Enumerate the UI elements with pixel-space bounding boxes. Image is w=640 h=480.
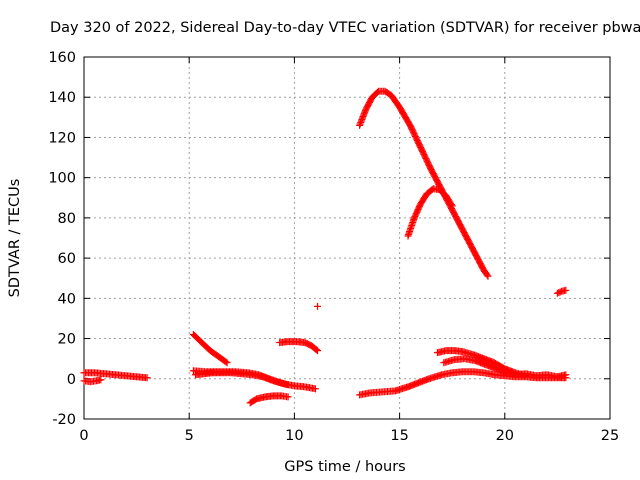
y-tick-label: 0 <box>67 372 76 388</box>
data-point <box>143 374 151 382</box>
data-point <box>447 201 455 209</box>
gridlines <box>84 57 610 419</box>
series-arc-b <box>80 376 105 386</box>
plot-frame <box>83 56 611 420</box>
series-arc-l <box>433 347 530 380</box>
data-point <box>314 302 322 310</box>
data-point <box>311 385 319 393</box>
series-arc-e <box>192 369 319 393</box>
data-point <box>562 286 570 294</box>
data-point <box>483 271 491 279</box>
x-tick-label: 10 <box>285 428 303 444</box>
data-point <box>312 346 320 354</box>
x-tick-label: 0 <box>79 428 88 444</box>
series-arc-h <box>314 302 322 310</box>
y-tick-label: 140 <box>48 90 76 106</box>
x-tick-label: 15 <box>390 428 408 444</box>
data-point <box>97 376 105 384</box>
x-tick-labels: 0 5 10 15 20 25 <box>79 428 619 444</box>
data-point <box>222 358 230 366</box>
y-tick-labels: -20 0 20 40 60 80 100 120 140 160 <box>48 50 76 428</box>
series-arc-o <box>553 286 570 297</box>
axis-ticks <box>83 56 611 420</box>
data-point <box>484 272 492 280</box>
data-point <box>284 393 292 401</box>
series-arc-n <box>501 369 570 381</box>
y-tick-label: 160 <box>48 50 76 66</box>
series-arc-c <box>189 331 231 367</box>
series-arc-g <box>276 338 322 355</box>
y-tick-label: 20 <box>58 332 76 348</box>
y-tick-label: -20 <box>52 412 76 428</box>
y-tick-label: 40 <box>58 291 76 307</box>
x-axis-label: GPS time / hours <box>284 459 405 475</box>
y-tick-label: 60 <box>58 251 76 267</box>
y-tick-label: 120 <box>48 130 76 146</box>
y-tick-label: 80 <box>58 211 76 227</box>
x-tick-label: 25 <box>601 428 619 444</box>
y-tick-label: 100 <box>48 171 76 187</box>
series-arc-j <box>404 185 456 240</box>
chart-title: Day 320 of 2022, Sidereal Day-to-day VTE… <box>50 20 640 36</box>
series-arc-f <box>246 392 292 407</box>
data-point <box>223 359 231 367</box>
data-point <box>314 347 322 355</box>
x-tick-label: 5 <box>185 428 194 444</box>
series-arc-i <box>356 87 492 280</box>
x-tick-label: 20 <box>496 428 514 444</box>
data-point <box>562 371 570 379</box>
data-point <box>448 202 456 210</box>
y-axis-label: SDTVAR / TECUs <box>7 179 23 298</box>
series-arc-a <box>80 369 151 382</box>
data-points <box>80 87 570 407</box>
